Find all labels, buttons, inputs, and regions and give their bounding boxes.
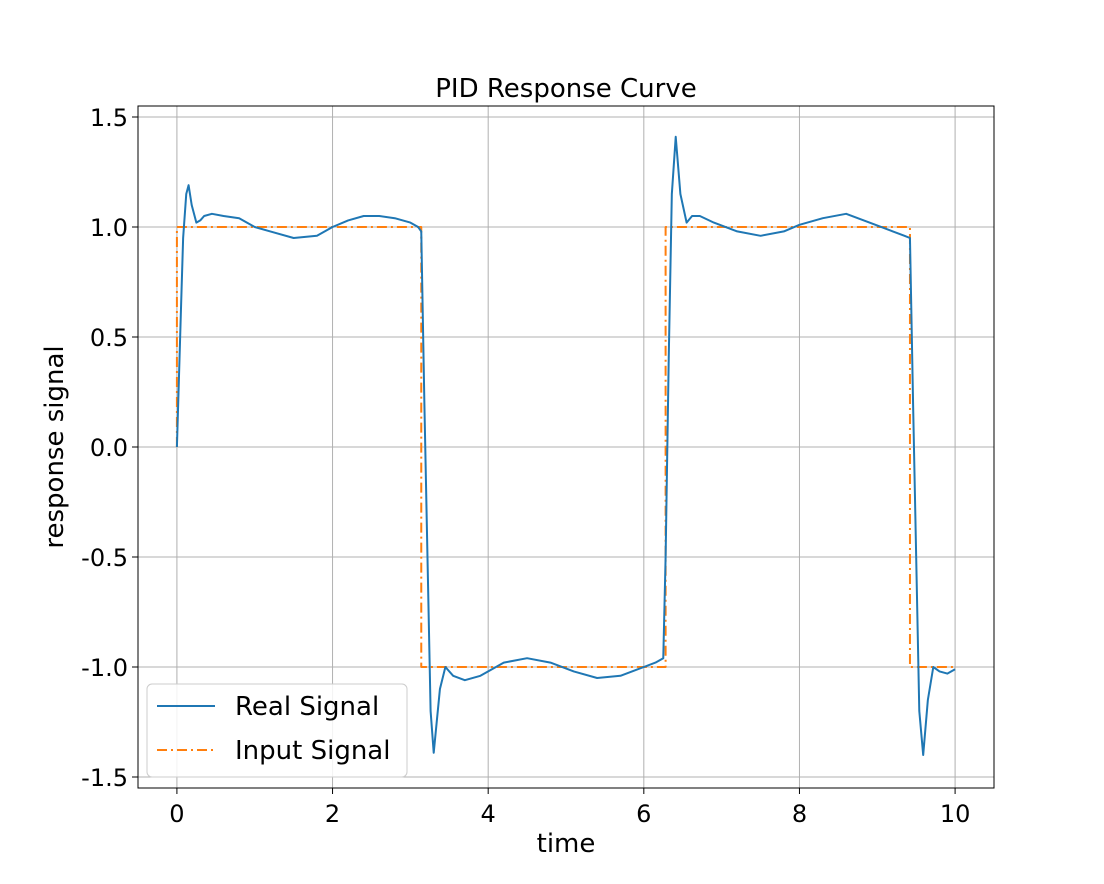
legend-label-real-signal: Real Signal	[235, 692, 379, 722]
y-tick-label: 0.0	[90, 434, 128, 462]
legend-box	[146, 683, 408, 778]
legend: Real Signal Input Signal	[146, 683, 408, 778]
x-tick-label: 0	[169, 800, 184, 828]
x-tick-label: 8	[792, 800, 807, 828]
y-tick-label: -1.0	[81, 654, 128, 682]
x-tick-label: 2	[325, 800, 340, 828]
y-tick-label: -0.5	[81, 544, 128, 572]
y-axis-label: response signal	[40, 345, 70, 548]
y-tick-label: 1.0	[90, 214, 128, 242]
x-tick-label: 6	[636, 800, 651, 828]
x-axis-label: time	[537, 829, 596, 859]
legend-label-input-signal: Input Signal	[235, 736, 390, 766]
y-tick-label: -1.5	[81, 764, 128, 792]
y-tick-label: 0.5	[90, 324, 128, 352]
chart-title: PID Response Curve	[435, 74, 696, 104]
x-tick-label: 10	[940, 800, 971, 828]
ticks: 0 2 4 6 8 10 1.5 1.0 0.5 0.0 -0.5 -1.0 -1.5	[81, 104, 970, 828]
y-tick-label: 1.5	[90, 104, 128, 132]
x-tick-label: 4	[481, 800, 496, 828]
series-layer	[175, 135, 956, 756]
series-real-signal	[175, 135, 956, 756]
